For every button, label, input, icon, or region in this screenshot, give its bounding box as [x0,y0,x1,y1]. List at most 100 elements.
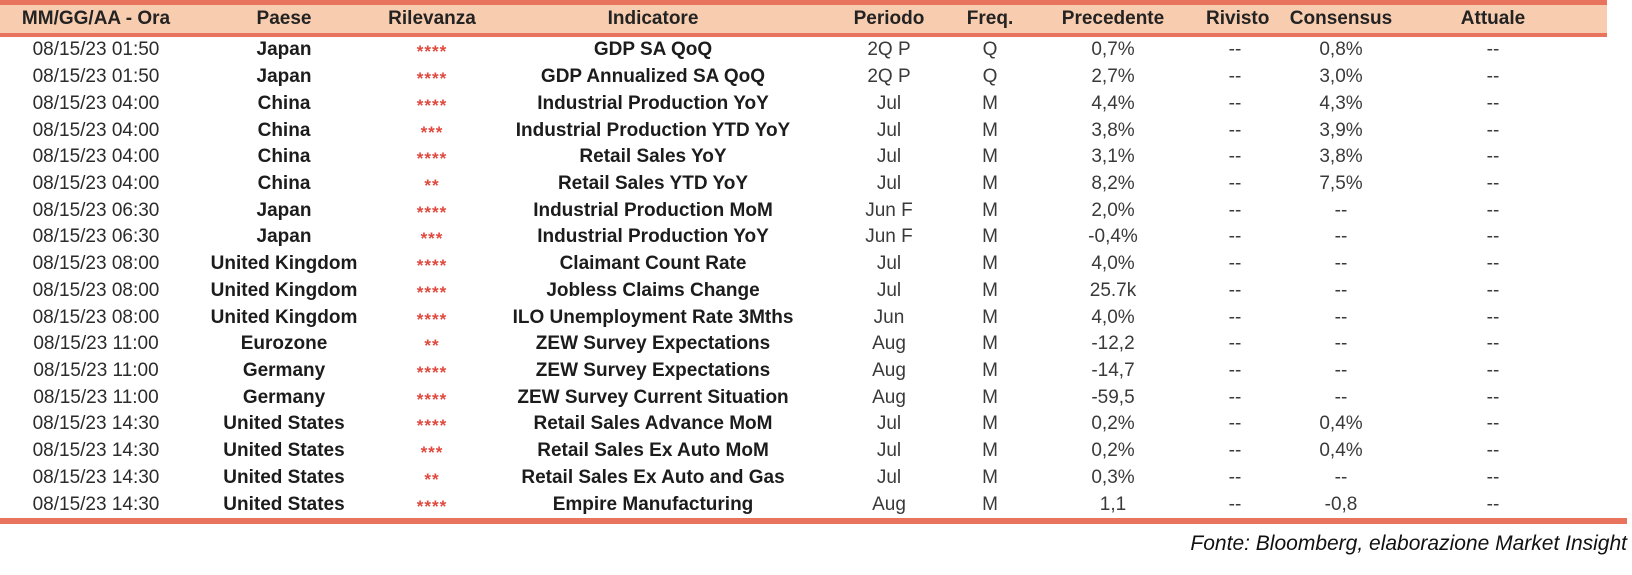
table-row: 08/15/23 14:30 United States **** Retail Sa… [0,411,1607,438]
consensus-cell: -- [1334,386,1348,408]
indicator-cell: Retail Sales Ex Auto MoM [537,440,769,462]
previous-cell: 3,8% [1091,119,1135,141]
actual-cell: -- [1486,466,1500,488]
period-cell: Jun F [865,199,913,221]
column-header-period: Periodo [853,8,925,29]
indicator-cell: GDP Annualized SA QoQ [540,66,766,88]
period-cell: Aug [872,359,906,381]
relevance-stars: **** [416,496,448,516]
frequency-cell: M [982,493,998,515]
relevance-cell: **** [376,200,488,222]
actual-cell: -- [1486,306,1500,328]
revised-cell: -- [1228,493,1242,515]
revised-cell: -- [1228,333,1242,355]
period-cell: 2Q P [867,39,911,61]
column-header-previous: Precedente [1061,8,1165,29]
previous-cell: -0,4% [1088,226,1138,248]
frequency-cell: M [982,306,998,328]
country-cell: Japan [256,39,312,61]
country-cell: United States [223,440,345,462]
indicator-cell: Retail Sales YoY [579,146,727,168]
country-cell: Japan [256,199,312,221]
frequency-cell: M [982,440,998,462]
revised-cell: -- [1228,172,1242,194]
frequency-cell: M [982,172,998,194]
frequency-cell: M [982,226,998,248]
date-cell: 08/15/23 04:00 [32,172,160,194]
previous-cell: 4,0% [1091,253,1135,275]
date-cell: 08/15/23 08:00 [32,306,160,328]
table-top-rule [0,0,1607,5]
relevance-cell: **** [376,93,488,115]
indicator-cell: ZEW Survey Current Situation [517,386,789,408]
actual-cell: -- [1486,226,1500,248]
economic-calendar-table: MM/GG/AA - Ora Paese Rilevanza Indicator… [0,0,1607,518]
relevance-cell: **** [376,387,488,409]
revised-cell: -- [1228,386,1242,408]
revised-cell: -- [1228,466,1242,488]
relevance-cell: ** [376,173,488,195]
relevance-stars: **** [416,256,448,276]
frequency-cell: M [982,119,998,141]
consensus-cell: -0,8 [1324,493,1358,515]
country-cell: Eurozone [240,333,328,355]
consensus-cell: 4,3% [1319,92,1363,114]
frequency-cell: M [982,466,998,488]
column-header-date: MM/GG/AA - Ora [21,8,171,29]
indicator-cell: ZEW Survey Expectations [535,333,771,355]
table-row: 08/15/23 14:30 United States **** Empire Ma… [0,491,1607,518]
consensus-cell: 3,8% [1319,146,1363,168]
relevance-cell: **** [376,413,488,435]
actual-cell: -- [1486,66,1500,88]
previous-cell: 0,2% [1091,440,1135,462]
actual-cell: -- [1486,92,1500,114]
revised-cell: -- [1228,119,1242,141]
date-cell: 08/15/23 06:30 [32,226,160,248]
column-header-consensus: Consensus [1289,8,1393,29]
period-cell: Jul [876,119,902,141]
frequency-cell: M [982,386,998,408]
country-cell: China [257,92,311,114]
indicator-cell: Industrial Production YoY [537,92,769,114]
period-cell: Jul [876,146,902,168]
actual-cell: -- [1486,359,1500,381]
table-row: 08/15/23 04:00 China *** Industrial Product… [0,117,1607,144]
frequency-cell: M [982,146,998,168]
consensus-cell: 3,9% [1319,119,1363,141]
period-cell: Jun F [865,226,913,248]
period-cell: Jul [876,92,902,114]
actual-cell: -- [1486,146,1500,168]
table-row: 08/15/23 08:00 United Kingdom **** ILO Unem… [0,304,1607,331]
header-bottom-rule [0,33,1607,37]
actual-cell: -- [1486,413,1500,435]
actual-cell: -- [1486,333,1500,355]
consensus-cell: -- [1334,199,1348,221]
period-cell: Jul [876,413,902,435]
period-cell: Jul [876,466,902,488]
column-header-indicator: Indicatore [607,8,699,29]
revised-cell: -- [1228,253,1242,275]
date-cell: 08/15/23 04:00 [32,119,160,141]
previous-cell: 0,7% [1091,39,1135,61]
relevance-stars: **** [416,309,448,329]
indicator-cell: Retail Sales YTD YoY [557,172,749,194]
country-cell: United States [223,466,345,488]
period-cell: Jun [873,306,905,328]
relevance-stars: *** [420,443,444,463]
indicator-cell: Industrial Production YoY [537,226,769,248]
consensus-cell: -- [1334,226,1348,248]
column-header-relevance: Rilevanza [388,8,476,29]
indicator-cell: Retail Sales Ex Auto and Gas [521,466,785,488]
table-row: 08/15/23 04:00 China **** Retail Sales YoY J… [0,144,1607,171]
indicator-cell: Claimant Count Rate [559,253,747,275]
date-cell: 08/15/23 14:30 [32,413,160,435]
date-cell: 08/15/23 11:00 [33,333,159,355]
relevance-stars: **** [416,149,448,169]
previous-cell: 0,3% [1091,466,1135,488]
actual-cell: -- [1486,440,1500,462]
country-cell: United Kingdom [210,253,358,275]
period-cell: Jul [876,279,902,301]
frequency-cell: M [982,199,998,221]
country-cell: Japan [256,226,312,248]
country-cell: Japan [256,66,312,88]
